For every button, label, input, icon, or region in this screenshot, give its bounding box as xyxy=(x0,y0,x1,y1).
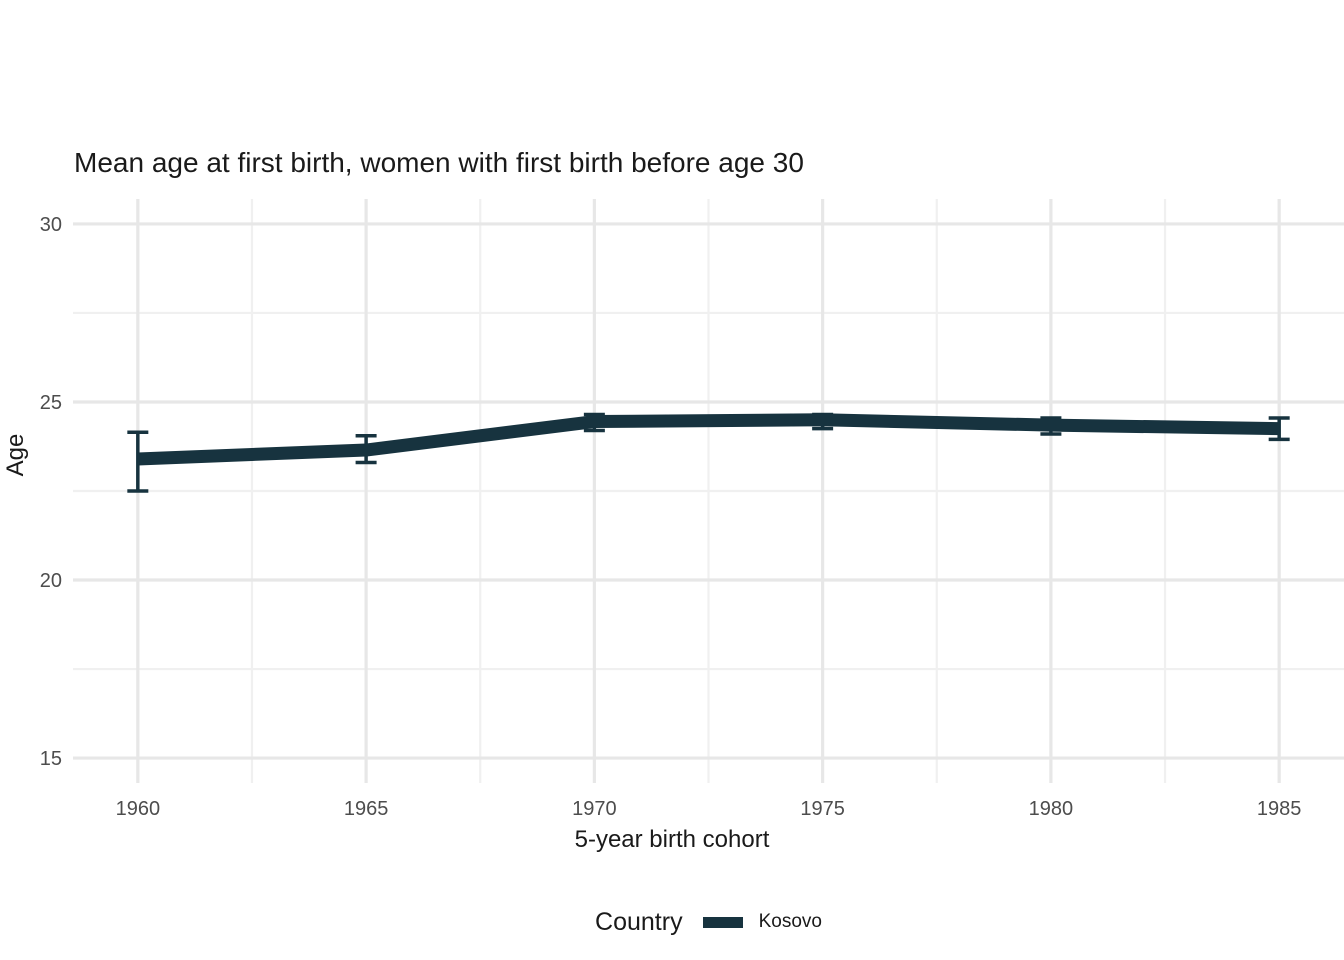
x-tick-label: 1980 xyxy=(1029,798,1074,820)
series-line-kosovo xyxy=(137,413,1280,466)
legend-title: Country xyxy=(595,907,683,936)
y-tick-label: 15 xyxy=(40,748,62,770)
x-tick-label: 1960 xyxy=(116,798,161,820)
legend-key-line-icon xyxy=(702,916,743,928)
x-tick-label: 1965 xyxy=(344,798,389,820)
chart-title: Mean age at first birth, women with firs… xyxy=(74,147,804,178)
y-tick-label: 20 xyxy=(40,570,62,592)
y-tick-label: 25 xyxy=(40,392,62,414)
legend-item-kosovo: Kosovo xyxy=(758,911,822,932)
x-tick-label: 1975 xyxy=(800,798,845,820)
legend: Country Kosovo xyxy=(73,903,1344,941)
x-tick-label: 1970 xyxy=(572,798,617,820)
x-axis-title: 5-year birth cohort xyxy=(574,826,770,853)
y-tick-label: 30 xyxy=(40,214,62,236)
x-tick-label: 1985 xyxy=(1257,798,1302,820)
